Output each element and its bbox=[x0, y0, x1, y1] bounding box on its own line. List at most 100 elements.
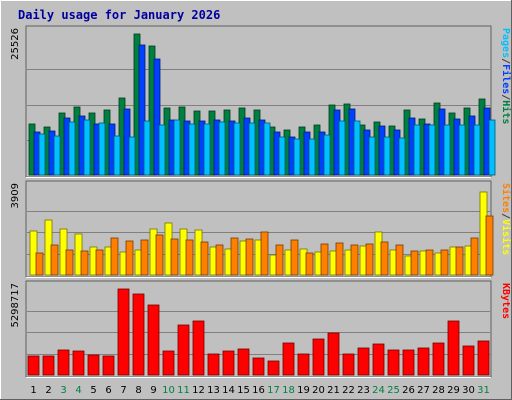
bar-kbytes-day-15 bbox=[237, 348, 250, 376]
x-tick-label: 5 bbox=[90, 385, 96, 396]
bar-sites-day-20 bbox=[320, 243, 329, 276]
x-tick-label: 27 bbox=[417, 385, 430, 396]
series-sites bbox=[35, 215, 494, 276]
bar-pages-day-22 bbox=[353, 120, 361, 176]
bar-kbytes-day-24 bbox=[372, 343, 385, 376]
x-tick-label: 12 bbox=[192, 385, 205, 396]
bar-pages-day-21 bbox=[338, 120, 346, 176]
bar-sites-day-18 bbox=[290, 239, 299, 276]
series-hits bbox=[28, 33, 486, 176]
bar-pages-day-26 bbox=[413, 124, 421, 176]
bar-kbytes-day-17 bbox=[267, 360, 280, 376]
x-tick-label: 14 bbox=[222, 385, 235, 396]
bar-sites-day-11 bbox=[185, 239, 194, 276]
legend-entry: / bbox=[500, 58, 511, 64]
bar-kbytes-day-31 bbox=[477, 340, 490, 376]
x-tick-label: 8 bbox=[135, 385, 141, 396]
bar-kbytes-day-23 bbox=[357, 347, 370, 376]
panel-kbytes-legend: KBytes bbox=[500, 283, 511, 319]
bar-sites-day-27 bbox=[425, 249, 434, 276]
x-tick-label: 26 bbox=[402, 385, 415, 396]
panel-hits-max-label: 25526 bbox=[10, 28, 21, 60]
x-tick-label: 4 bbox=[75, 385, 81, 396]
x-tick-label: 25 bbox=[387, 385, 400, 396]
bar-sites-day-4 bbox=[80, 250, 89, 276]
x-axis-tick-labels: 1 2 3 4 5 6 7 8 9 10 11 12 13 14 15 16 17 18 19 20 21 22 23 24 2… bbox=[30, 385, 490, 396]
bar-sites-day-2 bbox=[50, 244, 59, 276]
bar-kbytes-day-10 bbox=[162, 350, 175, 376]
x-tick-label: 30 bbox=[462, 385, 475, 396]
bar-pages-day-28 bbox=[443, 124, 451, 176]
x-tick-label: 15 bbox=[237, 385, 250, 396]
bar-pages-day-1 bbox=[38, 133, 46, 176]
bar-kbytes-day-8 bbox=[132, 293, 145, 376]
bar-pages-day-10 bbox=[173, 119, 181, 176]
panel-visits: 3909 Sites/Visits bbox=[10, 180, 512, 278]
bar-kbytes-day-19 bbox=[297, 353, 310, 376]
bar-kbytes-day-5 bbox=[87, 354, 100, 376]
bar-pages-day-23 bbox=[368, 136, 376, 176]
bar-pages-day-19 bbox=[308, 138, 316, 176]
panel-hits: 25526 Pages/Files/Hits bbox=[10, 25, 512, 178]
bar-sites-day-21 bbox=[335, 242, 344, 276]
x-tick-label: 19 bbox=[297, 385, 310, 396]
bar-pages-day-24 bbox=[383, 136, 391, 176]
bar-kbytes-day-26 bbox=[402, 349, 415, 376]
bar-sites-day-9 bbox=[155, 234, 164, 276]
bar-pages-day-15 bbox=[248, 122, 256, 176]
bar-sites-day-5 bbox=[95, 249, 104, 276]
x-tick-label: 6 bbox=[105, 385, 111, 396]
chart-title: Daily usage for January 2026 bbox=[18, 8, 220, 22]
bar-pages-day-7 bbox=[128, 136, 136, 176]
bar-pages-day-30 bbox=[473, 124, 481, 176]
bar-kbytes-day-27 bbox=[417, 347, 430, 376]
bar-pages-day-17 bbox=[278, 136, 286, 176]
bar-kbytes-day-22 bbox=[342, 353, 355, 376]
bar-kbytes-day-29 bbox=[447, 320, 460, 376]
bar-sites-day-24 bbox=[380, 241, 389, 276]
bar-kbytes-day-20 bbox=[312, 338, 325, 376]
bar-kbytes-day-3 bbox=[57, 349, 70, 376]
bar-kbytes-day-12 bbox=[192, 320, 205, 376]
x-tick-label: 24 bbox=[372, 385, 385, 396]
x-tick-label: 29 bbox=[447, 385, 460, 396]
bar-pages-day-18 bbox=[293, 138, 301, 176]
bar-sites-day-8 bbox=[140, 239, 149, 276]
x-tick-label: 10 bbox=[162, 385, 175, 396]
x-tick-label: 2 bbox=[45, 385, 51, 396]
x-tick-label: 21 bbox=[327, 385, 340, 396]
bar-kbytes-day-4 bbox=[72, 350, 85, 376]
bar-pages-day-25 bbox=[398, 137, 406, 176]
x-tick-label: 1 bbox=[30, 385, 36, 396]
x-tick-label: 23 bbox=[357, 385, 370, 396]
bar-pages-day-12 bbox=[203, 123, 211, 176]
bar-pages-day-27 bbox=[428, 124, 436, 176]
bar-sites-day-29 bbox=[455, 246, 464, 276]
panel-hits-legend: Pages/Files/Hits bbox=[500, 28, 512, 124]
series-files bbox=[33, 44, 491, 176]
bar-kbytes-day-1 bbox=[27, 355, 40, 376]
bar-kbytes-day-30 bbox=[462, 345, 475, 376]
bar-sites-day-26 bbox=[410, 250, 419, 276]
bar-sites-day-14 bbox=[230, 237, 239, 276]
bar-kbytes-day-21 bbox=[327, 332, 340, 376]
bar-files-day-8 bbox=[138, 44, 146, 176]
bar-pages-day-16 bbox=[263, 122, 271, 176]
bar-pages-day-29 bbox=[458, 124, 466, 176]
bar-pages-day-11 bbox=[188, 123, 196, 176]
bar-sites-day-31 bbox=[485, 215, 494, 276]
legend-entry: KBytes bbox=[500, 283, 511, 319]
x-tick-label: 16 bbox=[252, 385, 265, 396]
bar-kbytes-day-16 bbox=[252, 357, 265, 376]
bar-pages-day-31 bbox=[488, 119, 496, 176]
bar-sites-day-3 bbox=[65, 249, 74, 276]
bar-pages-day-20 bbox=[323, 134, 331, 176]
panel-kbytes: 5298717 KBytes bbox=[10, 280, 511, 378]
bar-pages-day-13 bbox=[218, 121, 226, 176]
x-tick-label: 13 bbox=[207, 385, 220, 396]
legend-entry: / bbox=[500, 213, 511, 219]
x-tick-label: 3 bbox=[60, 385, 66, 396]
bar-pages-day-6 bbox=[113, 135, 121, 176]
panel-kbytes-max-label: 5298717 bbox=[10, 283, 21, 328]
bar-sites-day-23 bbox=[365, 243, 374, 276]
